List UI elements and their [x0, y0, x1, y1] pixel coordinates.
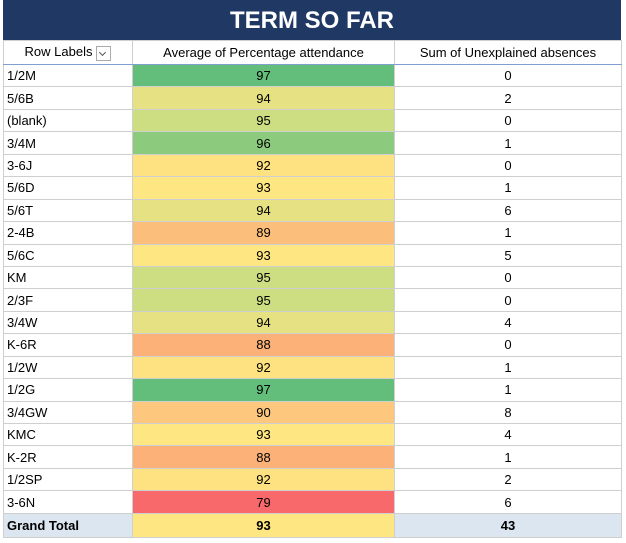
- data-row: 2-4B 89 1: [3, 221, 622, 245]
- absences-cell: 0: [394, 288, 622, 312]
- attendance-cell: 94: [132, 86, 395, 110]
- absences-cell: 4: [394, 422, 622, 447]
- absences-cell: 0: [394, 63, 622, 88]
- attendance-cell: 92: [132, 355, 395, 380]
- data-row: 3/4W 94 4: [3, 310, 622, 335]
- pivot-panel: TERM SO FAR Row Labels Average of Percen…: [3, 0, 622, 538]
- row-label: 5/6D: [3, 176, 133, 200]
- absences-cell: 1: [394, 355, 622, 380]
- data-row: (blank) 95 0: [3, 108, 622, 133]
- data-row: 5/6D 93 1: [3, 176, 622, 200]
- attendance-cell: 97: [132, 378, 395, 402]
- attendance-cell: 95: [132, 108, 395, 133]
- data-row: 3/4M 96 1: [3, 131, 622, 155]
- title: TERM SO FAR: [3, 0, 621, 40]
- absences-cell: 0: [394, 108, 622, 133]
- absences-cell: 6: [394, 490, 622, 514]
- filter-dropdown[interactable]: [96, 45, 112, 61]
- data-row: 3/4GW 90 8: [3, 400, 622, 425]
- attendance-cell: 96: [132, 131, 395, 155]
- attendance-cell: 88: [132, 445, 395, 469]
- absences-cell: 2: [394, 86, 622, 110]
- data-row: 3-6N 79 6: [3, 490, 622, 514]
- row-label: 3/4W: [3, 310, 133, 335]
- attendance-cell: 92: [132, 467, 395, 492]
- data-row: 2/3F 95 0: [3, 288, 622, 312]
- attendance-cell: 79: [132, 490, 395, 514]
- absences-cell: 1: [394, 445, 622, 469]
- row-label: 5/6B: [3, 86, 133, 110]
- table-body: 1/2M 97 0 5/6B 94 2 (blank) 95 0 3/4M 96 1 3-6J 92 0 5/…: [3, 63, 622, 538]
- attendance-cell: 94: [132, 310, 395, 335]
- absences-cell: 1: [394, 221, 622, 245]
- attendance-cell: 88: [132, 333, 395, 357]
- attendance-cell: 89: [132, 221, 395, 245]
- row-label: 1/2SP: [3, 467, 133, 492]
- row-label: 3-6J: [3, 153, 133, 178]
- header-row: Row Labels Average of Percentage attenda…: [3, 40, 622, 65]
- row-label: 1/2G: [3, 378, 133, 402]
- data-row: 5/6C 93 5: [3, 243, 622, 267]
- data-row: 1/2SP 92 2: [3, 467, 622, 492]
- data-row: K-2R 88 1: [3, 445, 622, 469]
- attendance-cell: 90: [132, 400, 395, 425]
- header-cell: Average of Percentage attendance: [132, 40, 395, 65]
- total-row: Grand Total 93 43: [3, 512, 622, 538]
- absences-cell: 1: [394, 131, 622, 155]
- row-label: 1/2M: [3, 63, 133, 88]
- data-row: 5/6T 94 6: [3, 198, 622, 223]
- absences-cell: 1: [394, 176, 622, 200]
- row-label: 5/6C: [3, 243, 133, 267]
- absences-cell: 2: [394, 467, 622, 492]
- absences-cell: 8: [394, 400, 622, 425]
- data-row: 1/2G 97 1: [3, 378, 622, 402]
- row-label: K-6R: [3, 333, 133, 357]
- absences-cell: 4: [394, 310, 622, 335]
- attendance-cell: 93: [132, 422, 395, 447]
- attendance-cell: 93: [132, 176, 395, 200]
- absences-cell: 1: [394, 378, 622, 402]
- absences-cell: 43: [394, 512, 622, 538]
- absences-cell: 5: [394, 243, 622, 267]
- header-cell[interactable]: Row Labels: [3, 40, 133, 65]
- absences-cell: 6: [394, 198, 622, 223]
- row-label: 2-4B: [3, 221, 133, 245]
- attendance-cell: 95: [132, 288, 395, 312]
- data-row: 1/2M 97 0: [3, 63, 622, 88]
- data-row: 5/6B 94 2: [3, 86, 622, 110]
- attendance-cell: 95: [132, 265, 395, 290]
- row-label: 3/4M: [3, 131, 133, 155]
- row-label: (blank): [3, 108, 133, 133]
- header-cell: Sum of Unexplained absences: [394, 40, 622, 65]
- data-row: K-6R 88 0: [3, 333, 622, 357]
- row-label: KM: [3, 265, 133, 290]
- row-label: KMC: [3, 422, 133, 447]
- attendance-cell: 93: [132, 243, 395, 267]
- data-row: KMC 93 4: [3, 422, 622, 447]
- absences-cell: 0: [394, 153, 622, 178]
- header-text: Row Labels: [24, 44, 93, 60]
- row-label: 1/2W: [3, 355, 133, 380]
- data-row: 3-6J 92 0: [3, 153, 622, 178]
- row-label: 2/3F: [3, 288, 133, 312]
- row-label: 5/6T: [3, 198, 133, 223]
- data-row: KM 95 0: [3, 265, 622, 290]
- attendance-cell: 92: [132, 153, 395, 178]
- absences-cell: 0: [394, 265, 622, 290]
- attendance-cell: 94: [132, 198, 395, 223]
- absences-cell: 0: [394, 333, 622, 357]
- row-label: 3/4GW: [3, 400, 133, 425]
- row-label: Grand Total: [3, 512, 133, 538]
- row-label: 3-6N: [3, 490, 133, 514]
- row-label: K-2R: [3, 445, 133, 469]
- pivot-table: Row Labels Average of Percentage attenda…: [3, 40, 622, 538]
- attendance-cell: 93: [132, 512, 395, 538]
- attendance-cell: 97: [132, 63, 395, 88]
- data-row: 1/2W 92 1: [3, 355, 622, 380]
